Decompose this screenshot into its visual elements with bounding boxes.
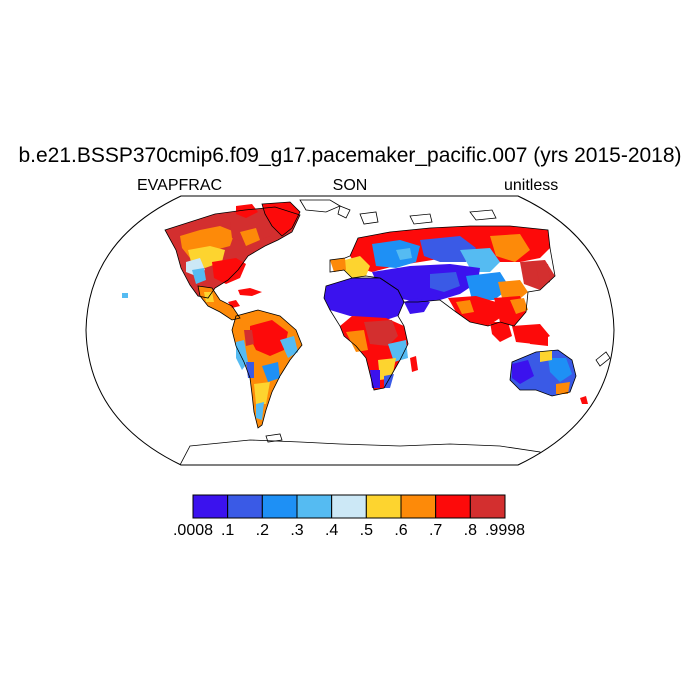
colorbar-box: [469, 494, 506, 519]
colorbar-tick-label: .4: [324, 522, 339, 539]
colorbar-boxes: [192, 494, 506, 519]
australia-field: [510, 350, 588, 404]
map-boundary: [85, 195, 615, 466]
plot-title: b.e21.BSSP370cmip6.f09_g17.pacemaker_pac…: [18, 144, 682, 167]
colorbar-tick-label: .1: [220, 522, 235, 539]
colorbar-tick-label: .3: [290, 522, 304, 539]
colorbar-tick-label: .6: [394, 522, 408, 539]
africa-field: [324, 278, 430, 390]
north-america-field: [122, 207, 300, 320]
south-east-asia-field: [448, 264, 550, 346]
units-label: unitless: [504, 177, 559, 194]
colorbar-box: [261, 494, 298, 519]
colorbar-tick-label: .9998: [484, 522, 526, 539]
greenland-field: [236, 202, 300, 236]
eurasia-field: [330, 226, 555, 290]
colorbar-box: [400, 494, 437, 519]
season-label: SON: [332, 177, 368, 194]
colorbar-tick-label: .8: [463, 522, 477, 539]
land-field: [122, 199, 611, 465]
colorbar-tick-label: .5: [359, 522, 373, 539]
colorbar-tick-label: .2: [255, 522, 269, 539]
colorbar-box: [296, 494, 333, 519]
colorbar-tick-label: .7: [428, 522, 443, 539]
variable-label: EVAPFRAC: [137, 177, 223, 194]
colorbar-box: [192, 494, 229, 519]
colorbar-box: [435, 494, 471, 519]
south-america-field: [232, 310, 302, 428]
colorbar-box: [365, 494, 402, 519]
colorbar-box: [331, 494, 367, 519]
coastlines: [164, 199, 611, 465]
colorbar-box: [227, 494, 263, 519]
colorbar-tick-label: .0008: [172, 522, 214, 539]
